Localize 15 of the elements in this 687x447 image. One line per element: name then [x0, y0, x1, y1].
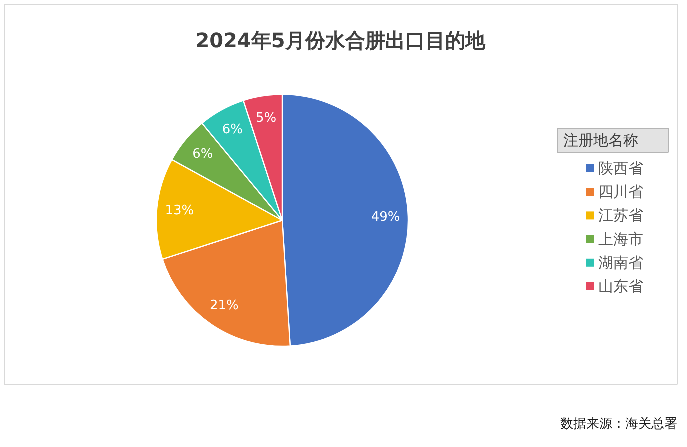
legend-label: 陕西省 — [598, 160, 644, 178]
data-label: 21% — [210, 298, 239, 314]
legend-label: 上海市 — [598, 230, 644, 248]
legend-label: 湖南省 — [598, 254, 644, 272]
legend-title: 注册地名称 — [564, 132, 638, 150]
data-label: 49% — [371, 210, 400, 225]
chart-title: 2024年5月份水合肼出口目的地 — [196, 28, 486, 52]
legend-label: 山东省 — [598, 278, 644, 296]
legend-label: 四川省 — [598, 183, 644, 202]
source-note: 数据来源：海关总署 — [560, 417, 678, 432]
data-label: 5% — [256, 110, 277, 126]
data-label: 6% — [192, 147, 214, 162]
legend-label: 江苏省 — [598, 206, 644, 225]
data-label: 13% — [165, 203, 194, 218]
data-label: 6% — [222, 122, 244, 138]
